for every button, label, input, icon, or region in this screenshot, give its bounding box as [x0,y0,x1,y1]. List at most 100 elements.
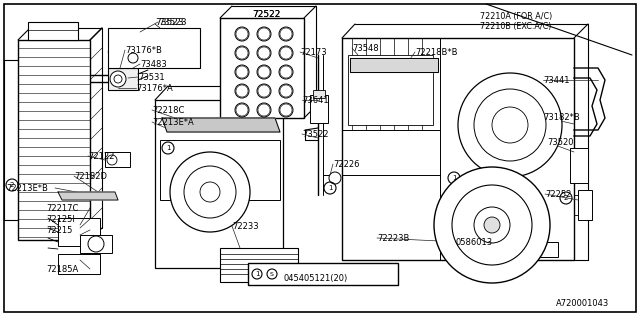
Circle shape [280,28,292,40]
Bar [58,218,100,246]
Text: 72215: 72215 [46,226,72,235]
Text: 73523: 73523 [158,18,187,27]
Text: 73483: 73483 [140,60,167,69]
Text: 73522: 73522 [302,130,328,139]
Text: 73548: 73548 [352,44,379,53]
Circle shape [235,103,249,117]
Bar [105,152,130,167]
Bar [220,248,298,282]
Text: 72233: 72233 [232,222,259,231]
Text: 72522: 72522 [252,10,280,19]
Circle shape [257,27,271,41]
Circle shape [258,47,270,59]
Bar [570,148,588,183]
Text: 72210B (EXC.A/C): 72210B (EXC.A/C) [480,22,552,31]
Bar [310,95,328,123]
Text: 72213E*B: 72213E*B [6,184,48,193]
Bar [248,263,398,285]
Circle shape [279,103,293,117]
Circle shape [492,107,528,143]
Circle shape [128,53,138,63]
Text: 2: 2 [10,182,14,188]
Text: 73441: 73441 [543,76,570,85]
Text: 73176*A: 73176*A [136,84,173,93]
Polygon shape [58,192,118,200]
Circle shape [236,66,248,78]
Circle shape [236,28,248,40]
Bar [18,40,90,240]
Text: S: S [270,271,274,276]
Bar [28,22,78,40]
Bar [313,90,325,98]
Circle shape [110,71,126,87]
Circle shape [235,84,249,98]
Circle shape [258,85,270,97]
Text: 72218B*B: 72218B*B [415,48,458,57]
Circle shape [258,28,270,40]
Bar [578,190,592,220]
Circle shape [184,166,236,218]
Circle shape [279,84,293,98]
Circle shape [279,27,293,41]
Text: 73641: 73641 [302,96,328,105]
Text: 72173: 72173 [300,48,326,57]
Polygon shape [162,118,280,132]
Circle shape [114,75,122,83]
Circle shape [257,103,271,117]
Circle shape [258,104,270,116]
Circle shape [235,27,249,41]
Bar [58,254,100,274]
Circle shape [236,104,248,116]
Bar [80,235,112,253]
Text: A720001043: A720001043 [556,299,609,308]
Circle shape [458,73,562,177]
Text: 73531: 73531 [138,73,164,82]
Text: 72218C: 72218C [152,106,184,115]
Circle shape [280,85,292,97]
Text: 72213E*A: 72213E*A [152,118,194,127]
Text: 72217C: 72217C [46,204,78,213]
Polygon shape [350,58,438,72]
Circle shape [474,207,510,243]
Circle shape [280,104,292,116]
Circle shape [452,185,532,265]
Circle shape [474,89,546,161]
Circle shape [88,236,104,252]
Text: 73520: 73520 [547,138,573,147]
Text: 73182*B: 73182*B [543,113,580,122]
Circle shape [484,217,500,233]
Text: 1: 1 [255,271,259,277]
Circle shape [236,85,248,97]
Circle shape [329,172,341,184]
Text: 1: 1 [166,145,170,151]
Text: 72182D: 72182D [74,172,107,181]
Circle shape [257,46,271,60]
Text: 73176*B: 73176*B [125,46,162,55]
Text: 2: 2 [564,195,568,201]
Bar [155,100,283,268]
Text: 72122: 72122 [88,152,115,161]
Circle shape [236,47,248,59]
Circle shape [258,66,270,78]
Circle shape [279,46,293,60]
Circle shape [235,46,249,60]
Text: 72210A (FOR A/C): 72210A (FOR A/C) [480,12,552,21]
Bar [160,140,280,200]
Circle shape [257,65,271,79]
Text: 72226: 72226 [333,160,360,169]
Text: 73523: 73523 [155,18,184,27]
Circle shape [279,65,293,79]
Bar [108,68,138,90]
Circle shape [434,167,550,283]
Circle shape [170,152,250,232]
Text: 72522: 72522 [252,10,280,19]
Text: 045405121(20): 045405121(20) [283,274,348,283]
Circle shape [200,182,220,202]
Circle shape [280,66,292,78]
Circle shape [235,65,249,79]
Circle shape [280,47,292,59]
Text: 72125I: 72125I [46,215,75,224]
Text: 1: 1 [452,175,456,181]
Bar [348,55,433,125]
Text: 72223B: 72223B [377,234,410,243]
